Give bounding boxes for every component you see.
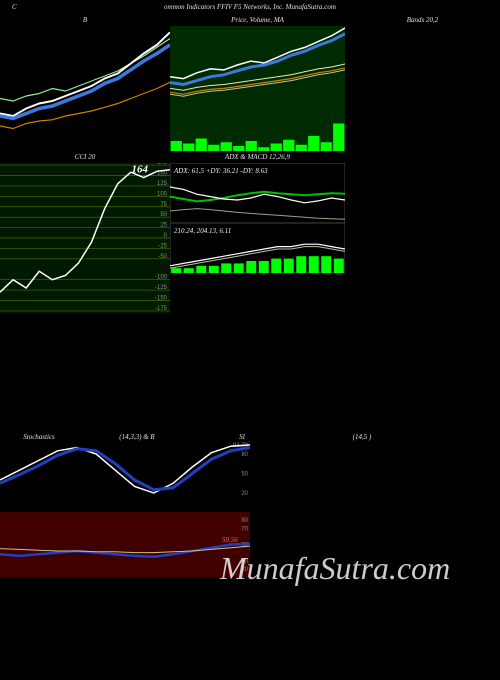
stoch-header-row: Stochastics (14,3,3) & R SI (14,5 ) bbox=[0, 433, 500, 441]
panel-bands-title: Bands 20,2 bbox=[345, 14, 500, 26]
svg-text:164: 164 bbox=[132, 164, 149, 176]
panel-adx-title: ADX & MACD 12,26,9 bbox=[170, 151, 345, 163]
svg-text:50: 50 bbox=[160, 212, 167, 218]
svg-text:-150: -150 bbox=[155, 296, 168, 302]
panel-bollinger: B bbox=[0, 14, 170, 151]
mid-row: CCI 20 1751501251007550250-25-50-100-125… bbox=[0, 151, 500, 313]
chart-bollinger bbox=[0, 26, 170, 151]
svg-text:-25: -25 bbox=[158, 243, 167, 249]
svg-text:50: 50 bbox=[241, 472, 248, 478]
svg-text:25: 25 bbox=[160, 223, 167, 229]
top-row: B Price, Volume, MA Bands 20,2 bbox=[0, 14, 500, 151]
chart-cci: 1751501251007550250-25-50-100-125-150-17… bbox=[0, 163, 170, 313]
svg-text:20: 20 bbox=[241, 491, 248, 497]
panel-price: Price, Volume, MA bbox=[170, 14, 345, 151]
svg-text:100: 100 bbox=[157, 191, 168, 197]
chart-price bbox=[170, 26, 345, 151]
header-left-letter: C bbox=[12, 3, 17, 11]
spacer bbox=[0, 313, 500, 433]
svg-text:50.56: 50.56 bbox=[222, 536, 238, 544]
svg-text:80: 80 bbox=[241, 452, 248, 458]
svg-text:-125: -125 bbox=[155, 285, 168, 291]
panel-price-title: Price, Volume, MA bbox=[170, 14, 345, 26]
chart-stochastics: 93.73805020 bbox=[0, 441, 500, 506]
page-header: C ommon Indicators FFIV F5 Networks, Inc… bbox=[0, 0, 500, 14]
svg-text:75: 75 bbox=[160, 202, 167, 208]
svg-text:210.24, 204.13, 6.11: 210.24, 204.13, 6.11 bbox=[174, 227, 231, 235]
chart-rsi: 807050302050.56 bbox=[0, 512, 500, 577]
svg-text:80: 80 bbox=[241, 518, 248, 524]
panel-cci-title: CCI 20 bbox=[0, 151, 170, 163]
svg-text:-50: -50 bbox=[158, 254, 167, 260]
panel-bollinger-title: B bbox=[0, 14, 170, 26]
svg-text:175: 175 bbox=[157, 163, 168, 166]
header-title: ommon Indicators FFIV F5 Networks, Inc. … bbox=[164, 3, 336, 11]
stoch-params: (14,3,3) & R bbox=[72, 433, 202, 441]
svg-text:-100: -100 bbox=[155, 275, 168, 281]
rsi-label: SI bbox=[202, 433, 282, 441]
panel-cci: CCI 20 1751501251007550250-25-50-100-125… bbox=[0, 151, 170, 313]
svg-text:20: 20 bbox=[241, 567, 248, 573]
svg-text:ADX: 61.5 +DY: 36.21 -DY: 8.63: ADX: 61.5 +DY: 36.21 -DY: 8.63 bbox=[173, 167, 268, 175]
svg-text:125: 125 bbox=[157, 181, 168, 187]
svg-text:70: 70 bbox=[241, 526, 248, 532]
svg-text:-175: -175 bbox=[155, 306, 168, 312]
chart-adx: ADX: 61.5 +DY: 36.21 -DY: 8.63 bbox=[170, 163, 345, 223]
stoch-label: Stochastics bbox=[6, 433, 72, 441]
panel-adx-macd: ADX & MACD 12,26,9 ADX: 61.5 +DY: 36.21 … bbox=[170, 151, 345, 313]
chart-macd: 210.24, 204.13, 6.11 bbox=[170, 223, 345, 273]
rsi-params: (14,5 ) bbox=[282, 433, 442, 441]
svg-text:30: 30 bbox=[241, 559, 248, 565]
panel-bands: Bands 20,2 bbox=[345, 14, 500, 151]
